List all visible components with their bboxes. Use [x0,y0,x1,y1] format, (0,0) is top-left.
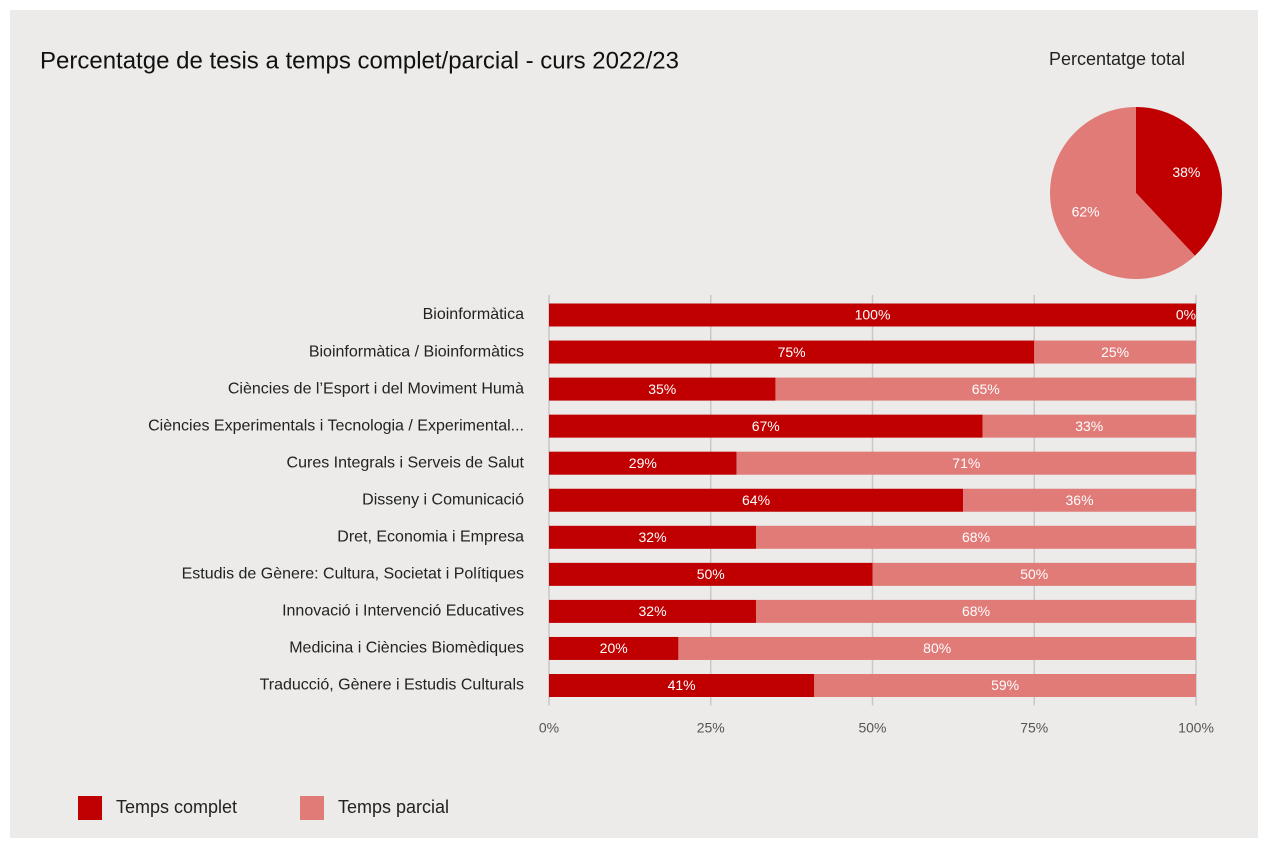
data-label: 71% [952,455,980,471]
bar-segment [549,377,776,401]
data-label: 0% [1176,307,1196,323]
bar-segment [549,674,815,697]
y-tick-label: Bioinformàtica / Bioinformàtics [309,343,524,360]
data-label: 68% [962,529,990,545]
y-tick-label: Traducció, Gènere i Estudis Culturals [260,677,524,694]
data-label: 64% [742,492,770,508]
y-tick-label: Ciències Experimentals i Tecnologia / Ex… [148,417,524,434]
data-label: 36% [1066,492,1094,508]
bar-segment [549,562,873,586]
bar-segment [756,525,1196,549]
data-label: 80% [923,640,951,656]
x-tick-label: 75% [1020,720,1048,736]
y-tick-label: Medicina i Ciències Biomèdiques [289,640,524,657]
legend-swatch [300,796,324,820]
bar-segment [549,525,757,549]
chart-title: Percentatge de tesis a temps complet/par… [40,47,679,74]
bar-segment [549,303,1196,327]
data-label: 100% [855,307,891,323]
x-tick-label: 100% [1178,720,1214,736]
bar-segment [678,636,1196,660]
bar-segment [1034,340,1196,364]
pie-label: 38% [1172,164,1200,180]
bar-segment [736,451,1196,475]
y-tick-label: Ciències de l’Esport i del Moviment Humà [228,380,524,397]
bar-segment [549,636,679,660]
data-label: 75% [778,344,806,360]
data-label: 20% [600,640,628,656]
data-label: 25% [1101,344,1129,360]
legend-swatch [78,796,102,820]
y-tick-label: Estudis de Gènere: Cultura, Societat i P… [182,566,524,583]
legend-label: Temps parcial [338,797,449,817]
x-tick-label: 50% [858,720,886,736]
bar-segment [549,340,1035,364]
pie-slice [1050,107,1195,279]
y-tick-label: Dret, Economia i Empresa [337,529,524,546]
data-label: 32% [639,603,667,619]
data-label: 59% [991,677,1019,693]
bar-segment [775,377,1196,401]
bar-segment [549,414,983,438]
bar-segment [549,451,737,475]
y-tick-label: Innovació i Intervenció Educatives [282,603,524,620]
y-tick-label: Disseny i Comunicació [362,491,524,508]
y-tick-label: Cures Integrals i Serveis de Salut [287,454,525,471]
bar-segment [963,488,1196,512]
pie-label: 62% [1072,204,1100,220]
x-tick-label: 0% [539,720,559,736]
bar-segment [756,599,1196,623]
bar-segment [549,488,964,512]
data-label: 50% [697,566,725,582]
x-tick-label: 25% [697,720,725,736]
pie-title: Percentatge total [1049,49,1185,69]
pie-slice [1136,107,1223,256]
y-tick-label: Bioinformàtica [423,306,524,323]
data-label: 68% [962,603,990,619]
bar-segment [982,414,1196,438]
data-label: 67% [752,418,780,434]
bar-segment [814,674,1196,697]
data-label: 33% [1075,418,1103,434]
data-label: 32% [639,529,667,545]
data-label: 41% [668,677,696,693]
bar-segment [549,599,757,623]
data-label: 65% [972,381,1000,397]
data-label: 50% [1020,566,1048,582]
bar-segment [872,562,1196,586]
data-label: 35% [648,381,676,397]
data-label: 29% [629,455,657,471]
legend-label: Temps complet [116,797,237,817]
